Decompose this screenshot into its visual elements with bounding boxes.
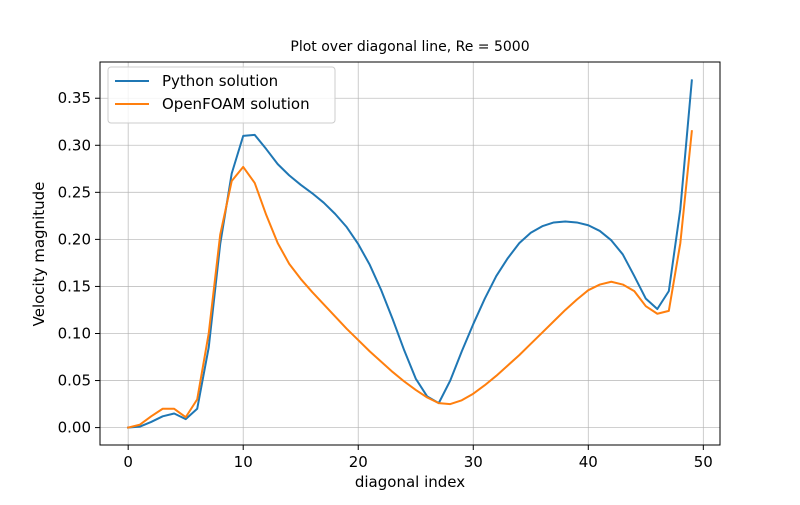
y-tick-label: 0.05	[58, 372, 91, 390]
x-tick-label: 10	[234, 453, 253, 471]
series-line-python-solution	[127, 79, 693, 429]
y-tick-label: 0.10	[58, 324, 91, 342]
x-axis-label: diagonal index	[355, 473, 465, 491]
legend-label-openfoam-solution: OpenFOAM solution	[162, 95, 310, 113]
y-axis: 0.00 0.05 0.10 0.15 0.20 0.25 0.30 0.35	[58, 89, 100, 437]
legend-box	[107, 66, 336, 124]
legend-label-python-solution: Python solution	[162, 72, 278, 90]
legend: Python solution OpenFOAM solution	[107, 66, 336, 124]
x-axis: 0 10 20 30 40 50	[123, 445, 713, 471]
y-tick-label: 0.25	[58, 183, 91, 201]
plot-frame	[99, 61, 721, 446]
y-tick-label: 0.20	[58, 230, 91, 248]
y-tick-label: 0.35	[58, 89, 91, 107]
series-layer	[126, 79, 693, 429]
chart-title: Plot over diagonal line, Re = 5000	[290, 39, 529, 55]
y-tick-label: 0.15	[58, 277, 91, 295]
y-tick-label: 0.30	[58, 136, 91, 154]
y-axis-label: Velocity magnitude	[30, 182, 48, 327]
x-tick-label: 50	[694, 453, 713, 471]
x-tick-label: 0	[123, 453, 133, 471]
y-tick-label: 0.00	[58, 419, 91, 437]
x-tick-label: 30	[464, 453, 483, 471]
series-line-openfoam-solution	[126, 130, 693, 429]
x-tick-label: 20	[349, 453, 368, 471]
x-tick-label: 40	[579, 453, 598, 471]
